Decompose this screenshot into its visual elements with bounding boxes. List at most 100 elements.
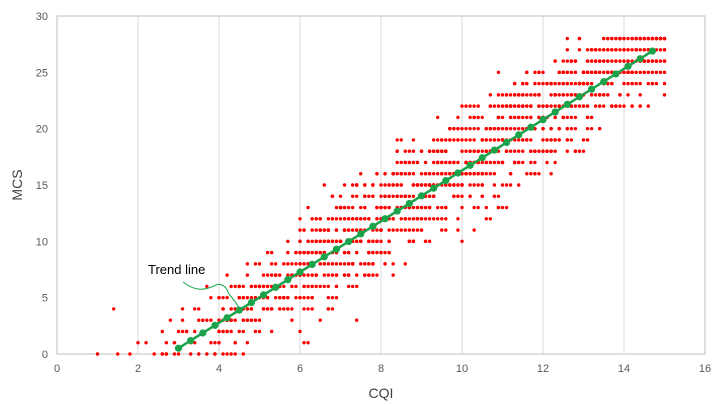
scatter-point (476, 183, 480, 187)
trend-marker (357, 230, 365, 238)
scatter-point (553, 138, 557, 142)
scatter-point (504, 149, 509, 153)
scatter-point (452, 183, 456, 187)
scatter-point (529, 149, 533, 153)
scatter-point (419, 205, 424, 210)
scatter-point (427, 205, 432, 210)
scatter-point (180, 318, 185, 322)
scatter-point (642, 48, 646, 52)
scatter-point (480, 160, 484, 165)
scatter-point (274, 262, 278, 266)
scatter-point (504, 183, 509, 187)
scatter-point (342, 228, 347, 232)
scatter-point (411, 172, 416, 176)
scatter-point (585, 48, 590, 52)
scatter-point (618, 93, 622, 97)
scatter-point (456, 217, 460, 221)
scatter-point (423, 160, 428, 165)
scatter-point (306, 239, 310, 244)
scatter-point (330, 239, 335, 244)
scatter-point (581, 81, 586, 86)
scatter-point (334, 239, 339, 244)
scatter-point (395, 160, 399, 165)
scatter-point (573, 81, 578, 86)
scatter-point (407, 194, 412, 198)
scatter-point (314, 239, 318, 244)
scatter-point (549, 172, 553, 176)
scatter-point (391, 273, 395, 277)
trend-marker (466, 161, 474, 169)
scatter-point (496, 126, 501, 131)
scatter-point (431, 172, 436, 176)
scatter-point (622, 70, 626, 75)
scatter-point (634, 70, 638, 75)
scatter-point (598, 126, 602, 131)
trend-marker (442, 176, 450, 185)
scatter-point (278, 295, 282, 300)
scatter-point (334, 295, 339, 300)
scatter-point (233, 318, 237, 322)
scatter-point (294, 262, 298, 266)
scatter-point (464, 149, 468, 153)
scatter-point (237, 329, 241, 334)
y-tick-label: 15 (36, 180, 48, 192)
scatter-point (512, 126, 517, 131)
scatter-point (504, 93, 509, 97)
scatter-point (488, 138, 493, 142)
scatter-point (541, 149, 545, 153)
x-tick-label: 12 (537, 363, 549, 375)
scatter-point (399, 138, 403, 142)
scatter-point (205, 352, 209, 356)
trend-marker (515, 131, 523, 139)
scatter-point (565, 138, 569, 142)
scatter-point (537, 104, 541, 108)
scatter-point (326, 295, 331, 300)
scatter-point (444, 217, 448, 221)
scatter-point (496, 138, 501, 142)
scatter-point (229, 284, 233, 289)
scatter-point (419, 172, 424, 176)
scatter-point (646, 36, 650, 41)
scatter-point (508, 126, 513, 131)
scatter-point (573, 59, 578, 63)
y-tick-label: 10 (36, 236, 48, 248)
scatter-point (282, 262, 286, 266)
scatter-point (249, 295, 254, 300)
scatter-point (411, 138, 416, 142)
scatter-point (440, 228, 444, 232)
scatter-point (375, 273, 379, 277)
scatter-point (525, 115, 529, 120)
trend-marker (478, 154, 486, 162)
scatter-point (573, 115, 578, 120)
scatter-point (553, 81, 557, 86)
scatter-point (508, 172, 513, 176)
trend-marker (490, 146, 498, 154)
scatter-point (415, 205, 420, 210)
scatter-point (606, 36, 610, 41)
scatter-point (476, 205, 480, 210)
scatter-point (448, 126, 452, 131)
scatter-point (472, 205, 476, 210)
scatter-point (569, 115, 574, 120)
scatter-point (468, 126, 472, 131)
scatter-point (444, 205, 448, 210)
scatter-point (326, 228, 331, 232)
scatter-point (257, 284, 262, 289)
scatter-point (630, 81, 634, 86)
scatter-point (379, 228, 383, 232)
scatter-point (500, 183, 505, 187)
scatter-point (472, 149, 476, 153)
scatter-point (553, 59, 557, 63)
scatter-point (379, 183, 383, 187)
scatter-point (622, 59, 626, 63)
scatter-point (431, 217, 436, 221)
scatter-point (537, 81, 541, 86)
scatter-point (630, 104, 634, 108)
trend-marker (648, 47, 656, 55)
scatter-point (472, 172, 476, 176)
scatter-point (508, 149, 513, 153)
scatter-point (500, 126, 505, 131)
scatter-point (387, 250, 391, 255)
scatter-point (452, 194, 456, 198)
scatter-point (144, 341, 148, 345)
